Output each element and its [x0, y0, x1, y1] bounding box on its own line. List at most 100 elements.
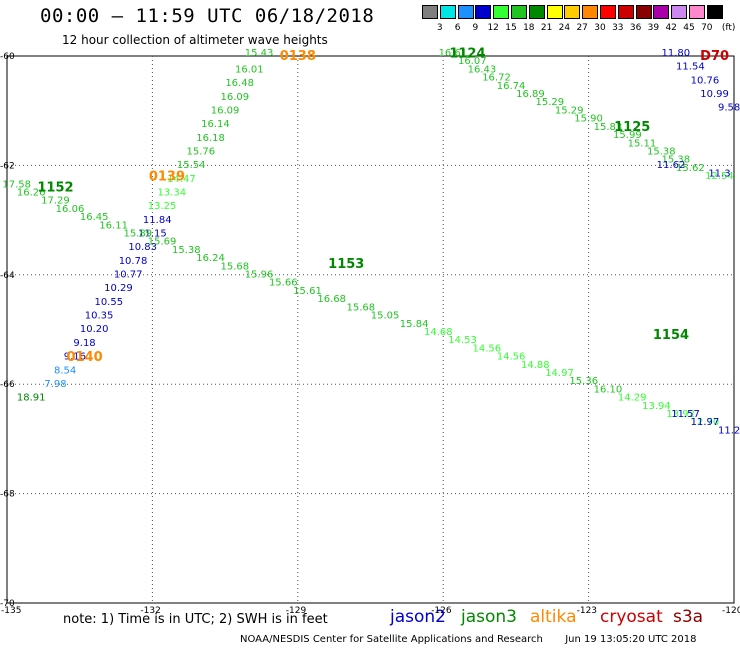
lon-tick-label: -126	[431, 606, 452, 616]
legend-swatch-27	[564, 5, 581, 19]
swh-value-altika: 16.48	[225, 78, 254, 89]
swh-value-jason3: 16.72	[482, 73, 511, 84]
swh-value-jason3: 17.58	[2, 179, 31, 190]
swh-value-jason3: 15.62	[676, 163, 705, 174]
swh-value-jason2: 11.57	[671, 409, 700, 420]
pass-time-label: 1153	[328, 257, 364, 272]
swh-value-jason3: 15.38	[647, 146, 676, 157]
sat-label-altika: altika	[530, 607, 577, 627]
swh-value-jason2: 11.97	[691, 417, 720, 428]
pass-time-label: 0139	[149, 169, 185, 184]
swh-value-jason3: 15.68	[220, 261, 249, 272]
legend-label-33: 33	[612, 23, 624, 33]
swh-value-altika: 16.09	[220, 92, 249, 103]
legend-label-39: 39	[647, 23, 660, 33]
legend-swatch-3	[422, 5, 438, 19]
swh-value-altika: 18.91	[17, 393, 46, 404]
lat-tick-label: -62	[0, 161, 15, 171]
swh-value-jason3: 16.43	[468, 64, 497, 75]
swh-value-altika: 15.54	[177, 160, 206, 171]
swh-value-altika: 11.15	[138, 229, 167, 240]
swh-value-jason3: 14.29	[618, 393, 647, 404]
legend-label-45: 45	[683, 23, 695, 33]
legend-swatch-9	[457, 5, 474, 19]
legend-label-24: 24	[558, 23, 571, 33]
legend-swatch-max	[706, 5, 723, 19]
swh-value-jason3: 15.68	[346, 302, 375, 313]
pass-time-label: 0140	[66, 350, 102, 365]
legend-label-3: 3	[436, 23, 443, 33]
swh-value-altika: 10.29	[104, 283, 133, 294]
sat-label-jason3: jason3	[461, 607, 517, 627]
swh-value-jason3: 14.56	[472, 343, 501, 354]
swh-value-jason2: 11.3	[708, 168, 730, 179]
legend-swatch-36	[617, 5, 634, 19]
swh-value-jason2: 11.62	[657, 160, 686, 171]
legend-swatch-15	[493, 5, 510, 19]
swh-value-jason3: 12.70	[691, 417, 720, 428]
swh-value-altika: 16.14	[201, 119, 230, 130]
swh-value-altika: 13.25	[148, 201, 177, 212]
pass-time-label: 1154	[653, 328, 689, 343]
swh-value-jason3: 15.05	[371, 311, 400, 322]
swh-value-jason3: 16.06	[56, 204, 85, 215]
swh-value-altika: 9.16	[64, 352, 86, 363]
swh-value-jason3: 15.38	[172, 245, 201, 256]
legend-label-30: 30	[594, 23, 606, 33]
credit-line: NOAA/NESDIS Center for Satellite Applica…	[240, 634, 696, 645]
map-subtitle: 12 hour collection of altimeter wave hei…	[62, 33, 328, 47]
swh-value-jason3: 15.11	[628, 138, 657, 149]
legend-label-42: 42	[665, 23, 677, 33]
swh-value-altika: 10.78	[119, 256, 148, 267]
swh-value-jason3: 14.53	[448, 335, 477, 346]
swh-value-jason3: 17.29	[41, 196, 70, 207]
legend-label-27: 27	[576, 23, 588, 33]
legend-swatch-33	[600, 5, 616, 19]
legend-swatch-70	[689, 5, 705, 19]
swh-value-jason3: 13.94	[642, 401, 671, 412]
legend-unit: (ft)	[721, 23, 736, 33]
lon-tick-label: -123	[577, 606, 597, 616]
swh-value-jason3: 15.83	[594, 122, 623, 133]
lon-tick-label: -132	[140, 606, 160, 616]
legend-label-9: 9	[472, 23, 479, 33]
swh-value-jason3: 16.26	[17, 187, 46, 198]
swh-value-altika: 10.83	[128, 242, 157, 253]
swh-value-jason3: 14.97	[545, 368, 574, 379]
legend-label-15: 15	[505, 23, 517, 33]
sat-label-cryosat: cryosat	[600, 607, 663, 627]
swh-value-altika: 16.18	[196, 133, 225, 144]
swh-value-altika: 8.54	[54, 365, 76, 376]
swh-value-jason3: 15.66	[269, 278, 298, 289]
legend-swatch-12	[475, 5, 492, 19]
swh-value-jason3: 13.92	[666, 409, 695, 420]
swh-value-jason3: 16.11	[99, 220, 128, 231]
swh-value-jason3: 15.29	[536, 97, 565, 108]
legend-swatch-6	[439, 5, 456, 19]
swh-value-altika: 10.55	[94, 297, 123, 308]
swh-value-altika: 10.77	[114, 270, 143, 281]
legend-label-36: 36	[629, 23, 642, 33]
legend-swatch-21	[528, 5, 545, 19]
swh-value-altika: 11.84	[143, 215, 172, 226]
swh-value-jason2: 10.76	[691, 75, 720, 86]
swh-value-jason3: 15.96	[245, 270, 274, 281]
swh-value-jason3: 15.99	[613, 130, 642, 141]
swh-value-altika: 13.34	[157, 187, 186, 198]
swh-value-jason3: 15.38	[662, 155, 691, 166]
swh-value-jason3: 16.74	[497, 81, 526, 92]
swh-value-altika: 10.20	[80, 324, 109, 335]
swh-value-jason3: 16.07	[458, 56, 487, 67]
swh-value-jason3: 16.24	[196, 253, 225, 264]
swh-value-jason3: 16.68	[317, 294, 346, 305]
swh-value-altika: 15.43	[245, 48, 274, 59]
swh-value-jason3: 15.69	[148, 237, 177, 248]
swh-value-jason3: 12.54	[705, 171, 734, 182]
swh-value-altika: 14.47	[167, 174, 196, 185]
lon-tick-label: -135	[1, 606, 21, 616]
swh-value-jason2: 10.99	[700, 89, 729, 100]
swh-value-jason2: 11.80	[662, 48, 691, 59]
swh-value-jason3: 15.84	[400, 319, 429, 330]
legend-label-70: 70	[701, 23, 713, 33]
legend-swatch-42	[653, 5, 670, 19]
